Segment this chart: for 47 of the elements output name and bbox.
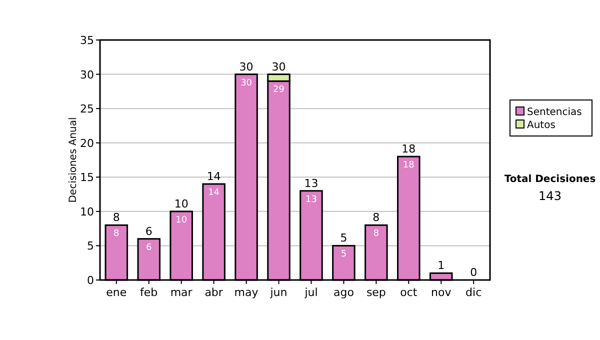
y-tick-label: 30 [80, 68, 94, 82]
total-label: 6 [145, 224, 152, 238]
y-tick-label: 35 [80, 34, 94, 47]
x-tick-label: mar [170, 286, 193, 299]
y-axis-title: Decisiones Anual [68, 117, 79, 203]
data-label: 8 [114, 229, 120, 240]
x-tick-label: sep [366, 286, 386, 299]
total-label: 30 [272, 60, 286, 74]
total-label: 14 [206, 170, 221, 183]
data-label: 14 [208, 188, 220, 198]
data-label: 29 [273, 85, 285, 96]
x-tick-label: feb [140, 286, 158, 299]
legend-label: Autos [527, 120, 556, 131]
x-tick-label: abr [204, 286, 224, 299]
data-label: 6 [146, 242, 152, 253]
x-tick-label: oct [400, 286, 418, 299]
data-label: 18 [402, 160, 415, 171]
legend-label: Sentencias [527, 107, 582, 118]
text: Total Decisiones [504, 174, 596, 185]
total-label: 13 [304, 176, 318, 190]
data-label: 30 [240, 78, 252, 88]
total-label: 18 [402, 142, 416, 156]
total-label: 10 [174, 197, 188, 210]
x-tick-label: ago [333, 286, 354, 299]
text: 143 [538, 189, 562, 203]
total-label: 5 [340, 232, 348, 245]
y-tick-label: 0 [87, 274, 94, 287]
x-tick-label: jun [269, 286, 288, 299]
data-label: 8 [373, 229, 380, 240]
total-label: 8 [372, 211, 380, 224]
data-label: 10 [176, 215, 188, 226]
y-tick-label: 10 [80, 205, 94, 218]
x-tick-label: may [234, 286, 259, 299]
x-tick-label: jul [304, 286, 318, 299]
x-tick-label: nov [431, 286, 452, 299]
y-tick-label: 15 [80, 171, 94, 184]
total-label: 0 [470, 266, 478, 279]
y-tick-label: 20 [80, 136, 94, 150]
data-label: 5 [340, 250, 347, 260]
data-label: 13 [306, 194, 317, 205]
y-tick-label: 5 [87, 240, 94, 253]
x-tick-label: dic [466, 286, 482, 299]
x-tick-label: ene [106, 286, 127, 299]
y-tick-label: 25 [80, 102, 94, 116]
total-label: 1 [438, 259, 445, 272]
total-label: 30 [239, 60, 254, 74]
total-label: 8 [112, 211, 120, 224]
